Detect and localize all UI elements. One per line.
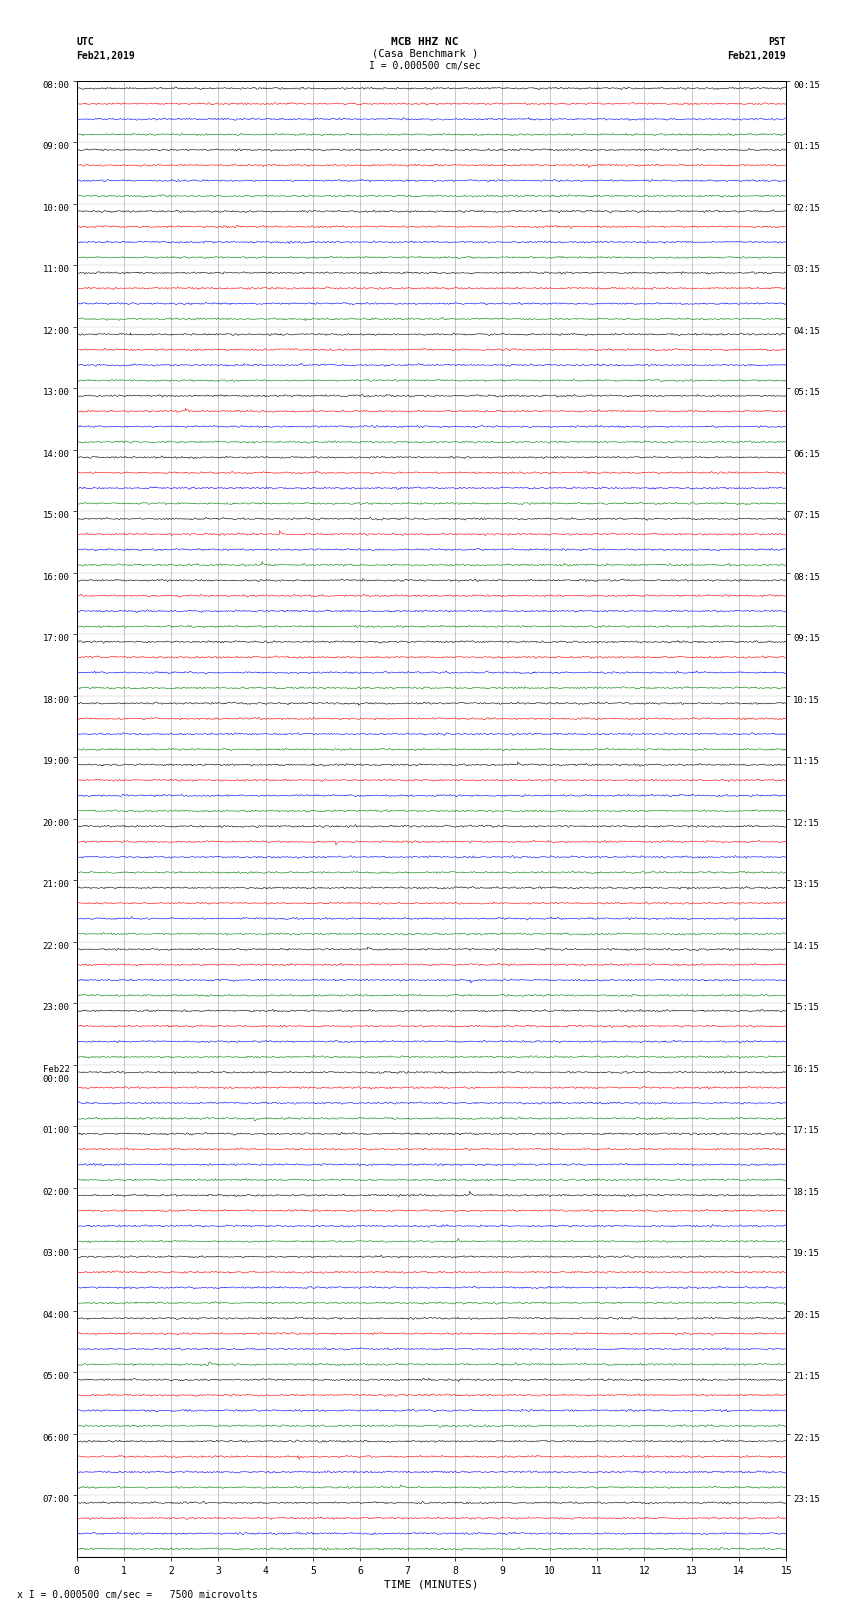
Text: x I = 0.000500 cm/sec =   7500 microvolts: x I = 0.000500 cm/sec = 7500 microvolts xyxy=(17,1590,258,1600)
X-axis label: TIME (MINUTES): TIME (MINUTES) xyxy=(384,1579,479,1590)
Text: PST: PST xyxy=(768,37,786,47)
Text: MCB HHZ NC: MCB HHZ NC xyxy=(391,37,459,47)
Text: I = 0.000500 cm/sec: I = 0.000500 cm/sec xyxy=(369,61,481,71)
Text: Feb21,2019: Feb21,2019 xyxy=(728,52,786,61)
Text: (Casa Benchmark ): (Casa Benchmark ) xyxy=(371,48,478,58)
Text: Feb21,2019: Feb21,2019 xyxy=(76,52,135,61)
Text: UTC: UTC xyxy=(76,37,94,47)
